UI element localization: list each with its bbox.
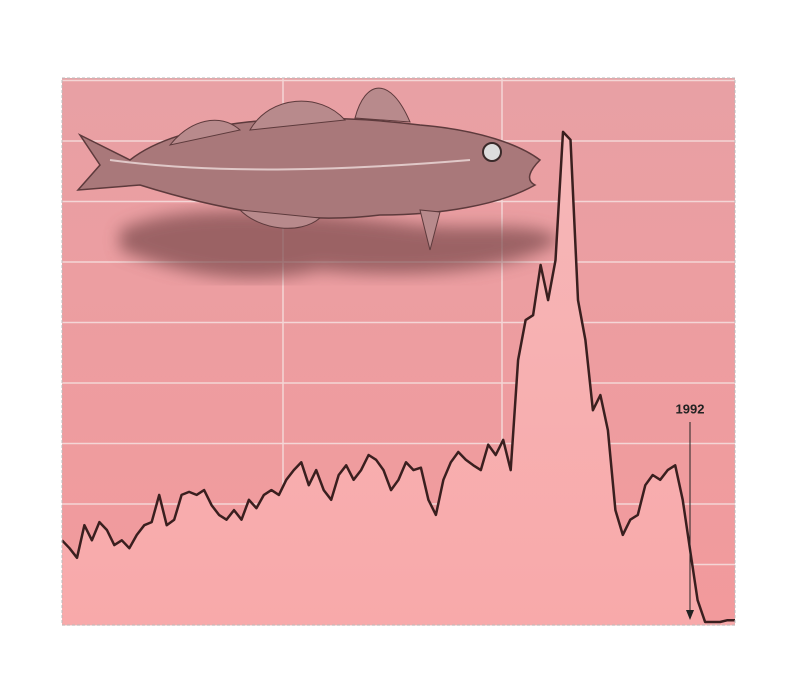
area: [62, 131, 735, 625]
arrow-head: [686, 610, 694, 620]
line: [61, 130, 735, 624]
annotation: 1992: [676, 401, 705, 416]
plot-border: [61, 77, 736, 626]
fish: [76, 87, 560, 279]
